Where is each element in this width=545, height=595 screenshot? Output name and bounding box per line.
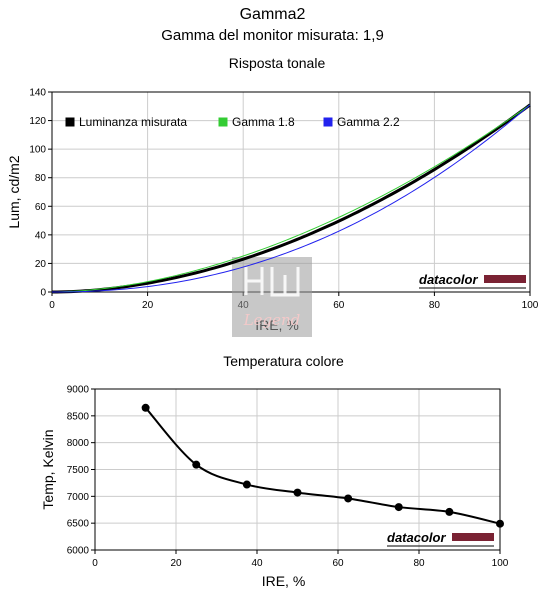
temperature-point [242, 480, 251, 489]
watermark-logo [244, 267, 300, 297]
legend-swatch [323, 117, 333, 127]
temp-y-axis-label: Temp, Kelvin [40, 429, 56, 509]
legend-swatch [65, 117, 75, 127]
temp-y-tick-label: 7000 [67, 492, 90, 503]
temperature-point [192, 460, 201, 469]
tonal-y-tick-label: 140 [29, 88, 46, 99]
legend-label: Gamma 1.8 [232, 115, 295, 129]
tonal-y-axis-label: Lum, cd/m2 [6, 155, 22, 228]
legend-label: Gamma 2.2 [337, 115, 400, 129]
tonal-x-tick-label: 80 [429, 300, 441, 311]
brand-logo-bar [484, 275, 526, 283]
series-line-3 [51, 104, 531, 293]
temp-y-tick-label: 7500 [67, 465, 90, 476]
legend-swatch [218, 117, 228, 127]
tonal-y-tick-label: 40 [35, 230, 47, 241]
temp-x-tick-label: 40 [251, 558, 263, 569]
tonal-x-tick-label: 0 [49, 300, 55, 311]
page-title: Gamma2 [239, 6, 306, 23]
tonal-y-tick-label: 100 [29, 145, 46, 156]
series-line-2 [51, 104, 531, 293]
temp-x-tick-label: 60 [332, 558, 344, 569]
temperature-point [445, 507, 454, 516]
temperature-point [394, 503, 403, 512]
temp-y-tick-label: 9000 [67, 385, 90, 396]
tonal-y-tick-label: 0 [40, 288, 46, 299]
temp-x-tick-label: 100 [492, 558, 509, 569]
brand-logo-text: datacolor [419, 272, 478, 287]
brand-logo-text: datacolor [387, 530, 446, 545]
tonal-x-tick-label: 100 [522, 300, 539, 311]
watermark-text: Legend [243, 311, 301, 329]
temperature-point [344, 494, 353, 503]
temp-y-tick-label: 8000 [67, 438, 90, 449]
temperature-point [141, 403, 150, 412]
tonal-x-tick-label: 20 [142, 300, 154, 311]
tonal-y-tick-label: 20 [35, 259, 47, 270]
temp-x-tick-label: 20 [170, 558, 182, 569]
tonal-y-tick-label: 80 [35, 173, 47, 184]
series-line-1 [51, 103, 531, 294]
tonal-y-tick-label: 60 [35, 202, 47, 213]
temp-y-tick-label: 6000 [67, 546, 90, 557]
tonal-y-tick-label: 120 [29, 116, 46, 127]
tonal-x-tick-label: 60 [333, 300, 345, 311]
tonal-chart-title: Risposta tonale [229, 55, 326, 71]
temp-x-axis-label: IRE, % [262, 573, 306, 589]
temp-y-tick-label: 6500 [67, 519, 90, 530]
page-subtitle: Gamma del monitor misurata: 1,9 [161, 27, 384, 44]
temp-y-tick-label: 8500 [67, 411, 90, 422]
temp-x-tick-label: 80 [413, 558, 425, 569]
temp-chart-title: Temperatura colore [223, 353, 344, 369]
legend-label: Luminanza misurata [79, 115, 187, 129]
temperature-point [496, 519, 504, 528]
temp-x-tick-label: 0 [92, 558, 98, 569]
temperature-point [293, 488, 302, 497]
brand-logo-bar [452, 533, 494, 541]
